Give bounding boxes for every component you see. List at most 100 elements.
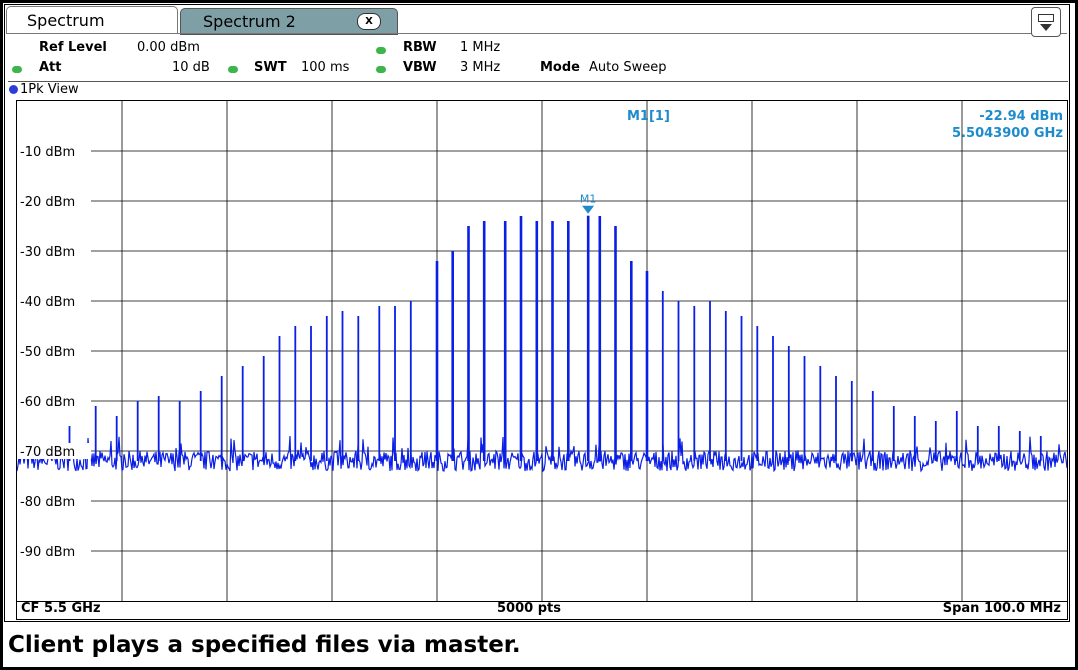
y-tick-label-bg: [17, 493, 91, 509]
vbw-label: VBW: [403, 60, 437, 75]
peak-line: [310, 326, 312, 461]
peak-line: [199, 391, 202, 461]
peak-line: [241, 366, 244, 461]
close-icon[interactable]: X: [357, 13, 381, 30]
peak-line: [157, 396, 160, 461]
peak-line: [756, 326, 759, 461]
vbw-status-dot: [376, 66, 386, 73]
peak-line: [535, 221, 539, 461]
peak-line: [724, 311, 727, 461]
marker-readout-label: M1[1]: [627, 109, 670, 124]
peak-line: [451, 251, 454, 461]
peak-line: [1039, 436, 1042, 461]
rbw-status-dot: [376, 47, 386, 54]
att-status-dot: [12, 66, 22, 73]
marker-readout-level: -22.94 dBm: [979, 109, 1063, 124]
marker-tag: M1: [580, 193, 597, 206]
peak-line: [955, 411, 958, 461]
tab-spectrum-2[interactable]: Spectrum 2 X: [180, 8, 398, 35]
view-header: [8, 81, 1068, 100]
peak-line: [519, 216, 523, 461]
peak-line: [835, 376, 837, 461]
peak-line: [278, 336, 281, 461]
caption: Client plays a specified files via maste…: [8, 632, 521, 658]
peak-line: [325, 316, 328, 461]
peak-line: [709, 301, 711, 461]
y-tick-label: -10 dBm: [20, 145, 75, 160]
noise-floor-trace: [17, 436, 1067, 473]
rbw-setting[interactable]: RBW: [403, 40, 437, 55]
swt-setting[interactable]: SWT: [254, 60, 287, 75]
peak-line: [551, 221, 554, 461]
peak-line: [115, 416, 118, 461]
mode-setting[interactable]: Mode: [540, 60, 580, 75]
peak-line: [598, 216, 602, 461]
peak-line: [976, 426, 979, 461]
peak-line: [94, 406, 97, 461]
y-tick-label: -40 dBm: [20, 295, 75, 310]
vbw-setting[interactable]: VBW: [403, 60, 437, 75]
peak-line: [394, 306, 396, 461]
y-tick-label-bg: [17, 393, 91, 409]
peak-line: [803, 356, 806, 461]
mode-value: Auto Sweep: [589, 60, 667, 75]
menu-icon[interactable]: [1031, 7, 1061, 37]
peak-line: [341, 311, 344, 461]
spectrum-plot[interactable]: -10 dBm -20 dBm -30 dBm -40 dBm -50 dBm -60 d…: [16, 100, 1068, 602]
peak-line: [567, 221, 570, 461]
peak-line: [787, 346, 790, 461]
ref-level-value: 0.00 dBm: [137, 40, 200, 55]
y-tick-label: -20 dBm: [20, 195, 75, 210]
peak-line: [586, 215, 590, 461]
center-frequency: CF 5.5 GHz: [21, 601, 101, 616]
peak-line: [661, 291, 664, 461]
marker-triangle: [582, 205, 595, 214]
peak-line: [178, 401, 181, 461]
peak-line: [467, 226, 470, 461]
peak-line: [740, 316, 743, 461]
rbw-value: 1 MHz: [460, 40, 501, 55]
peak-line: [1018, 431, 1021, 461]
peak-line: [262, 356, 265, 461]
mode-label: Mode: [540, 60, 580, 75]
y-tick-label: -30 dBm: [20, 245, 75, 260]
att-value: 10 dB: [172, 60, 210, 75]
peak-line: [871, 391, 874, 461]
swt-status-dot: [228, 66, 238, 73]
ref-level-label: Ref Level: [39, 40, 107, 55]
att-setting[interactable]: Att: [39, 60, 62, 75]
chevron-down-icon: [1040, 24, 1052, 31]
sweep-points: 5000 pts: [497, 601, 561, 616]
y-tick-label: -50 dBm: [20, 345, 75, 360]
tab-spectrum[interactable]: Spectrum: [6, 6, 178, 34]
tab-spectrum-2-label: Spectrum 2: [203, 12, 296, 31]
peak-line: [772, 336, 774, 461]
menu-icon-bar: [1038, 14, 1054, 22]
swt-label: SWT: [254, 60, 287, 75]
y-tick-label-bg: [17, 143, 91, 159]
y-tick-label-bg: [17, 343, 91, 359]
y-tick-label-bg: [17, 293, 91, 309]
peak-line: [819, 366, 822, 461]
peak-line: [913, 416, 916, 461]
marker-group: M1: [580, 193, 597, 214]
tab-spectrum-label: Spectrum: [27, 11, 105, 30]
y-tick-label-bg: [17, 193, 91, 209]
peak-line: [435, 261, 439, 461]
span: Span 100.0 MHz: [942, 601, 1061, 616]
vbw-value: 3 MHz: [460, 60, 501, 75]
peak-line: [503, 221, 507, 461]
y-tick-label-bg: [17, 443, 91, 459]
plot-grid: [17, 101, 1067, 601]
y-tick-label: -90 dBm: [20, 545, 75, 560]
att-label: Att: [39, 60, 62, 75]
peak-line: [892, 406, 895, 461]
y-tick-label: -70 dBm: [20, 445, 75, 460]
tab-divider: [6, 33, 1067, 34]
peak-line: [482, 221, 486, 461]
y-tick-label-bg: [17, 243, 91, 259]
ref-level-setting[interactable]: Ref Level: [39, 40, 107, 55]
peak-line: [294, 326, 297, 461]
footer-bar: CF 5.5 GHz 5000 pts Span 100.0 MHz: [16, 600, 1068, 620]
y-tick-label: -80 dBm: [20, 495, 75, 510]
